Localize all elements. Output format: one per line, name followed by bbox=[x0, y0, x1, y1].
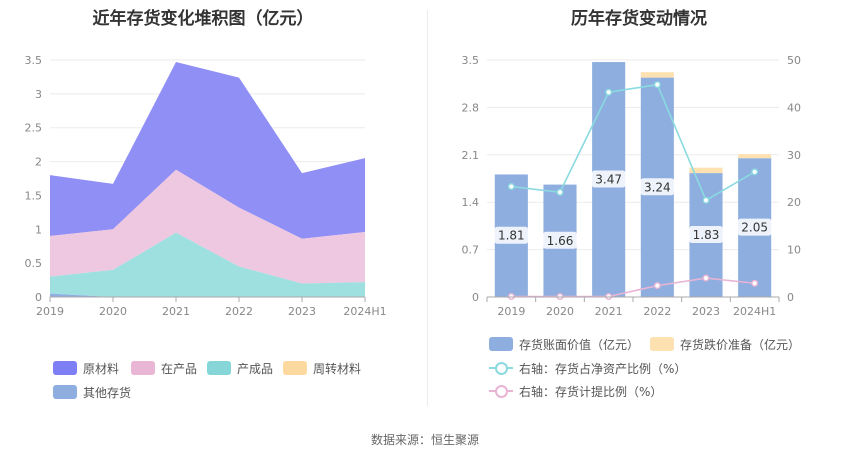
bar-value-label: 1.81 bbox=[498, 229, 525, 243]
bar-value-label: 3.24 bbox=[644, 180, 671, 194]
provision-ratio-point bbox=[751, 279, 759, 287]
legend-item-net-ratio[interactable]: 右轴：存货占净资产比例（%） bbox=[489, 360, 686, 376]
area-work-in-progress bbox=[50, 169, 365, 284]
legend-label-book-value: 存货账面价值（亿元） bbox=[519, 337, 640, 352]
net-ratio-point bbox=[653, 81, 661, 89]
bar-value-label-bg bbox=[737, 218, 772, 236]
turnover-material-swatch bbox=[283, 361, 307, 375]
bar-reserve bbox=[689, 167, 723, 174]
legend-item-turnover-material[interactable]: 周转材料 bbox=[283, 360, 361, 376]
provision-ratio-line-icon bbox=[489, 384, 513, 398]
legend-label-finished-goods: 产成品 bbox=[237, 361, 274, 376]
left-x-tick-label: 2019 bbox=[36, 305, 64, 318]
bar-value-label-bg bbox=[689, 226, 723, 244]
right-bar-line-chart: 0 0.7 1.4 2.1 2.8 3.5 0 10 20 30 40 50 1.81 1.66 3.47 3… bbox=[462, 54, 802, 318]
bar-value-label-bg bbox=[494, 226, 529, 244]
bar-value-label-bg bbox=[591, 170, 626, 188]
area-raw-material bbox=[50, 62, 365, 239]
left-y-tick-label: 1.5 bbox=[25, 189, 43, 202]
reserve-swatch bbox=[650, 337, 674, 351]
right-x-tick-label: 2023 bbox=[692, 305, 720, 318]
legend-label-other-inventory: 其他存货 bbox=[83, 385, 132, 400]
left-x-tick-label: 2021 bbox=[162, 305, 190, 318]
legend-item-raw-material[interactable]: 原材料 bbox=[53, 360, 119, 376]
right-y2-tick-label: 10 bbox=[787, 244, 801, 257]
right-x-tick-label: 2021 bbox=[595, 305, 623, 318]
raw-material-swatch bbox=[53, 361, 77, 375]
net-ratio-point bbox=[702, 196, 710, 204]
bar-value-label: 1.83 bbox=[693, 228, 720, 242]
work-in-progress-swatch bbox=[131, 361, 155, 375]
right-y2-tick-label: 50 bbox=[787, 54, 801, 67]
left-stacked-area-chart: 0 0.5 1 1.5 2 2.5 3 3.5 2019 2020 2021 2022 2023 2024… bbox=[25, 54, 387, 318]
bar-value-label: 3.47 bbox=[595, 173, 622, 187]
left-y-tick-label: 2 bbox=[35, 156, 42, 169]
right-y-tick-label: 2.1 bbox=[462, 149, 480, 162]
legend-label-turnover-material: 周转材料 bbox=[313, 361, 362, 376]
right-y2-tick-label: 30 bbox=[787, 149, 801, 162]
net-ratio-point bbox=[605, 88, 613, 96]
right-y-tick-label: 3.5 bbox=[462, 54, 480, 67]
left-chart-title: 近年存货变化堆积图（亿元） bbox=[92, 9, 314, 29]
chart-divider bbox=[427, 10, 428, 406]
right-y-tick-label: 2.8 bbox=[462, 101, 480, 114]
net-ratio-point bbox=[556, 188, 564, 196]
right-x-tick-label: 2019 bbox=[497, 305, 525, 318]
net-ratio-point bbox=[751, 168, 759, 176]
bar-reserve bbox=[640, 72, 674, 78]
net-ratio-line-icon bbox=[489, 361, 513, 375]
bar-reserve bbox=[738, 154, 772, 159]
bar-value-label-bg bbox=[543, 231, 577, 249]
area-finished-goods bbox=[50, 232, 365, 297]
bar-value-label-bg bbox=[640, 178, 675, 196]
left-y-tick-label: 0.5 bbox=[25, 257, 43, 270]
finished-goods-swatch bbox=[207, 361, 231, 375]
legend-item-reserve[interactable]: 存货跌价准备（亿元） bbox=[650, 336, 800, 352]
left-x-tick-label: 2020 bbox=[99, 305, 127, 318]
right-y2-tick-label: 40 bbox=[787, 101, 801, 114]
left-y-tick-label: 3.5 bbox=[25, 54, 43, 67]
net-ratio-point bbox=[507, 183, 515, 191]
other-inventory-swatch bbox=[53, 385, 77, 399]
legend-item-other-inventory[interactable]: 其他存货 bbox=[53, 384, 131, 400]
left-x-tick-label: 2024H1 bbox=[343, 305, 386, 318]
right-y-tick-label: 0.7 bbox=[462, 244, 480, 257]
left-y-tick-label: 1 bbox=[35, 223, 42, 236]
right-y-tick-label: 0 bbox=[472, 291, 479, 304]
legend-item-finished-goods[interactable]: 产成品 bbox=[207, 360, 273, 376]
legend-label-provision-ratio: 右轴：存货计提比例（%） bbox=[519, 384, 663, 399]
bar-value-label: 1.66 bbox=[547, 234, 574, 248]
legend-label-raw-material: 原材料 bbox=[83, 361, 120, 376]
left-y-tick-label: 3 bbox=[35, 88, 42, 101]
right-x-tick-label: 2024H1 bbox=[733, 305, 776, 318]
provision-ratio-point bbox=[702, 274, 710, 282]
book-value-swatch bbox=[489, 337, 513, 351]
net-ratio-line bbox=[511, 83, 756, 202]
legend-item-work-in-progress[interactable]: 在产品 bbox=[131, 360, 197, 376]
right-x-tick-label: 2022 bbox=[643, 305, 671, 318]
legend-label-net-ratio: 右轴：存货占净资产比例（%） bbox=[519, 361, 687, 376]
left-x-tick-label: 2022 bbox=[225, 305, 253, 318]
provision-ratio-point bbox=[653, 282, 661, 290]
legend-item-provision-ratio[interactable]: 右轴：存货计提比例（%） bbox=[489, 383, 662, 399]
legend-label-reserve: 存货跌价准备（亿元） bbox=[680, 337, 801, 352]
right-y-tick-label: 1.4 bbox=[462, 196, 480, 209]
left-y-tick-label: 0 bbox=[35, 291, 42, 304]
data-source-note: 数据来源：恒生聚源 bbox=[370, 433, 479, 447]
right-y2-tick-label: 0 bbox=[787, 291, 794, 304]
legend-label-work-in-progress: 在产品 bbox=[161, 361, 198, 376]
bar-value-label: 2.05 bbox=[741, 221, 768, 235]
left-x-tick-label: 2023 bbox=[288, 305, 316, 318]
right-x-tick-label: 2020 bbox=[546, 305, 574, 318]
right-y2-tick-label: 20 bbox=[787, 196, 801, 209]
legend-item-book-value[interactable]: 存货账面价值（亿元） bbox=[489, 336, 639, 352]
left-y-tick-label: 2.5 bbox=[25, 122, 43, 135]
right-chart-title: 历年存货变动情况 bbox=[571, 9, 707, 29]
